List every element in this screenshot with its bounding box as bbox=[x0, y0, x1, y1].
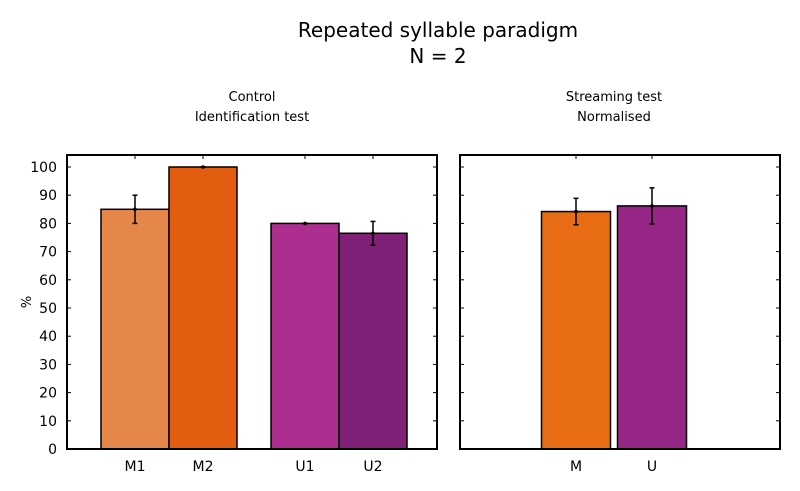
y-tick-label: 50 bbox=[39, 301, 57, 317]
y-tick-label: 80 bbox=[39, 216, 57, 232]
y-tick-label: 20 bbox=[39, 386, 57, 402]
bar-M bbox=[540, 210, 612, 450]
x-tick-label: M1 bbox=[125, 459, 146, 475]
bar-U2 bbox=[338, 232, 408, 450]
chart-subtitle: N = 2 bbox=[409, 44, 466, 68]
bar-M1 bbox=[100, 208, 170, 450]
y-tick-label: 40 bbox=[39, 329, 57, 345]
y-tick-label: 60 bbox=[39, 273, 57, 289]
y-tick-label: 30 bbox=[39, 357, 57, 373]
x-tick-label: U2 bbox=[363, 459, 382, 475]
right-panel-title: Streaming test bbox=[566, 90, 662, 105]
mean-dot-U2 bbox=[371, 231, 375, 236]
x-tick-label: U bbox=[647, 459, 657, 475]
x-tick-label: M bbox=[570, 459, 582, 475]
mean-dot-U1 bbox=[303, 221, 307, 226]
y-tick-label: 10 bbox=[39, 414, 57, 430]
y-tick-label: 70 bbox=[39, 245, 57, 261]
panel-frame bbox=[66, 154, 438, 450]
x-tick-label: M2 bbox=[193, 459, 214, 475]
y-axis-label: % bbox=[20, 296, 35, 308]
mean-dot-M2 bbox=[201, 165, 205, 169]
panel-frame bbox=[459, 154, 781, 450]
mean-dot-U bbox=[650, 204, 654, 208]
x-tick-label: U1 bbox=[295, 459, 314, 475]
left-panel-title: Control bbox=[229, 90, 276, 105]
bar-U1 bbox=[270, 222, 340, 450]
y-tick-label: 90 bbox=[39, 188, 57, 204]
bar-U bbox=[616, 205, 688, 450]
left-panel-subtitle: Identification test bbox=[195, 110, 309, 125]
chart-title: Repeated syllable paradigm bbox=[298, 18, 578, 42]
bar-M2 bbox=[168, 166, 238, 450]
mean-dot-M1 bbox=[133, 207, 137, 212]
y-tick-label: 0 bbox=[48, 442, 57, 458]
y-tick-label: 100 bbox=[30, 160, 57, 176]
mean-dot-M bbox=[574, 209, 578, 214]
right-panel-subtitle: Normalised bbox=[577, 110, 651, 125]
